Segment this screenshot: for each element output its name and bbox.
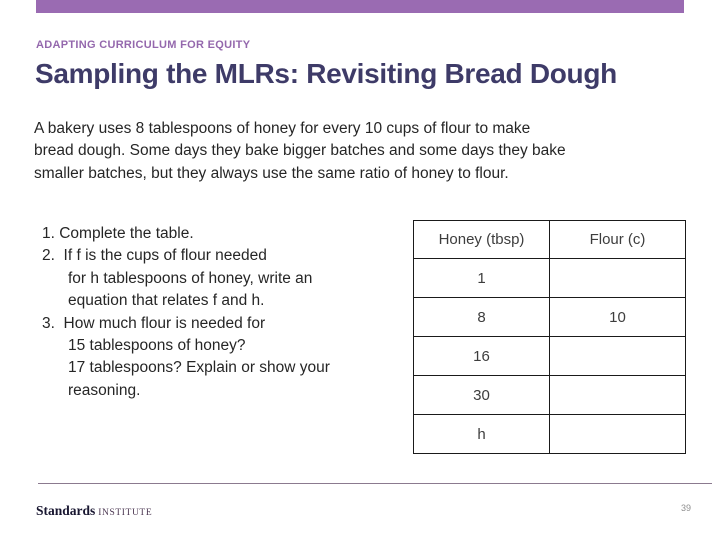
slide-title: Sampling the MLRs: Revisiting Bread Doug… (35, 58, 617, 89)
question-line: 2. If f is the cups of flour needed (42, 247, 267, 265)
table-cell: h (413, 414, 550, 454)
question-line: equation that relates f and h. (68, 292, 265, 310)
table-row: h (413, 414, 686, 454)
table-cell (549, 375, 686, 415)
table-row: 1 (413, 258, 686, 298)
kicker-heading: ADAPTING CURRICULUM FOR EQUITY (36, 39, 251, 51)
table-cell (549, 258, 686, 298)
question-line: 15 tablespoons of honey? (68, 337, 246, 355)
table-cell: 16 (413, 336, 550, 376)
question-line: reasoning. (68, 381, 141, 399)
table-cell (549, 414, 686, 454)
table-cell: 8 (413, 297, 550, 337)
table-cell: 10 (549, 297, 686, 337)
question-line: 17 tablespoons? Explain or show your (68, 359, 330, 377)
ratio-table: Honey (tbsp) Flour (c) 1 8 10 16 30 h (413, 220, 686, 454)
body-line: smaller batches, but they always use the… (34, 164, 509, 182)
logo-primary-text: Standards (36, 503, 96, 518)
table-cell (549, 336, 686, 376)
question-line: 1. Complete the table. (42, 225, 194, 242)
standards-institute-logo: Standards INSTITUTE (36, 502, 152, 520)
table-row: 30 (413, 375, 686, 415)
accent-bar (36, 0, 684, 13)
table-cell: 30 (413, 375, 550, 415)
table-header-row: Honey (tbsp) Flour (c) (413, 220, 686, 259)
body-paragraph: A bakery uses 8 tablespoons of honey for… (34, 118, 566, 185)
table-cell: 1 (413, 258, 550, 298)
table-header-cell: Flour (c) (549, 220, 686, 259)
ratio-table-body: 1 8 10 16 30 h (413, 258, 686, 454)
ratio-table-header: Honey (tbsp) Flour (c) (413, 220, 686, 259)
body-line: A bakery uses 8 tablespoons of honey for… (34, 120, 531, 137)
table-row: 16 (413, 336, 686, 376)
question-line: 3. How much flour is needed for (42, 314, 266, 332)
body-line: bread dough. Some days they bake bigger … (34, 142, 566, 160)
footer-divider (38, 483, 712, 484)
question-line: for h tablespoons of honey, write an (68, 269, 313, 287)
page-number: 39 (681, 503, 692, 513)
logo-secondary-text: INSTITUTE (98, 508, 153, 518)
question-list: 1. Complete the table. 2. If f is the cup… (42, 223, 330, 402)
table-header-cell: Honey (tbsp) (413, 220, 550, 259)
table-row: 8 10 (413, 297, 686, 337)
